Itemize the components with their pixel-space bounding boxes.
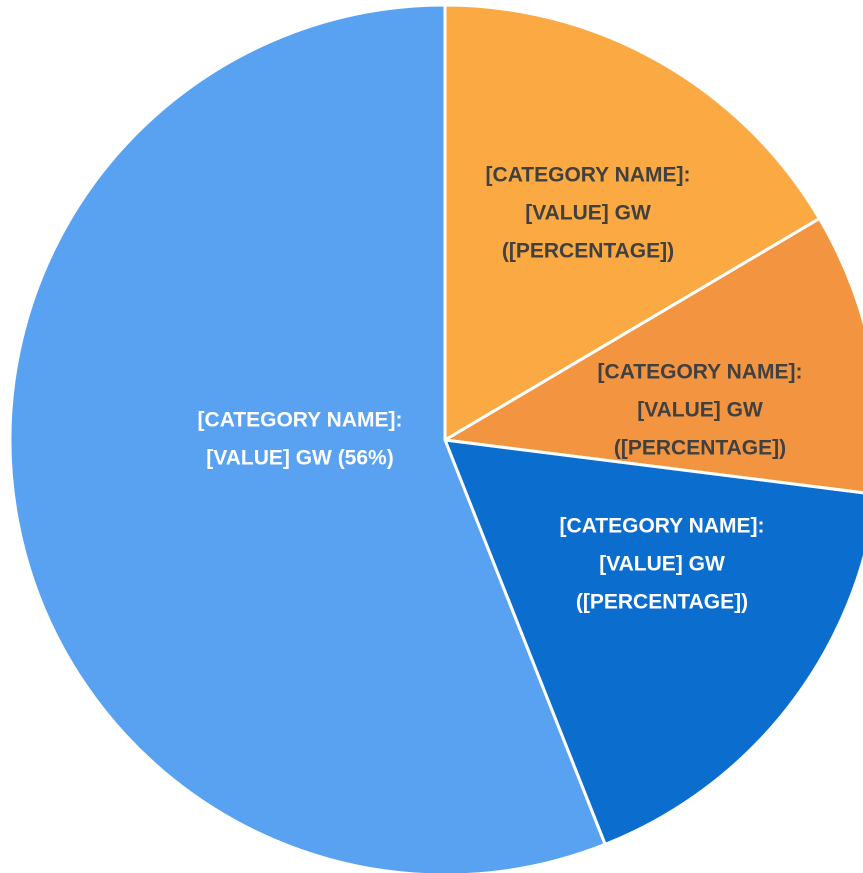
slice-label: [VALUE] GW — [637, 399, 763, 422]
slice-label: [CATEGORY NAME]: — [486, 164, 691, 187]
slice-label: [VALUE] GW (56%) — [206, 447, 393, 470]
pie-slice — [442, 438, 863, 847]
slice-label: [CATEGORY NAME]: — [560, 515, 765, 538]
slice-label: [VALUE] GW — [599, 553, 725, 576]
pie-slice — [8, 3, 608, 873]
slice-label: [VALUE] GW — [525, 202, 651, 225]
slice-label: [CATEGORY NAME]: — [598, 361, 803, 384]
slice-label: ([PERCENTAGE]) — [576, 591, 748, 614]
slice-label: [CATEGORY NAME]: — [198, 409, 403, 432]
slice-label: ([PERCENTAGE]) — [502, 240, 674, 263]
slice-label: ([PERCENTAGE]) — [614, 437, 786, 460]
pie-slice — [443, 3, 822, 443]
pie-slice — [440, 216, 863, 495]
